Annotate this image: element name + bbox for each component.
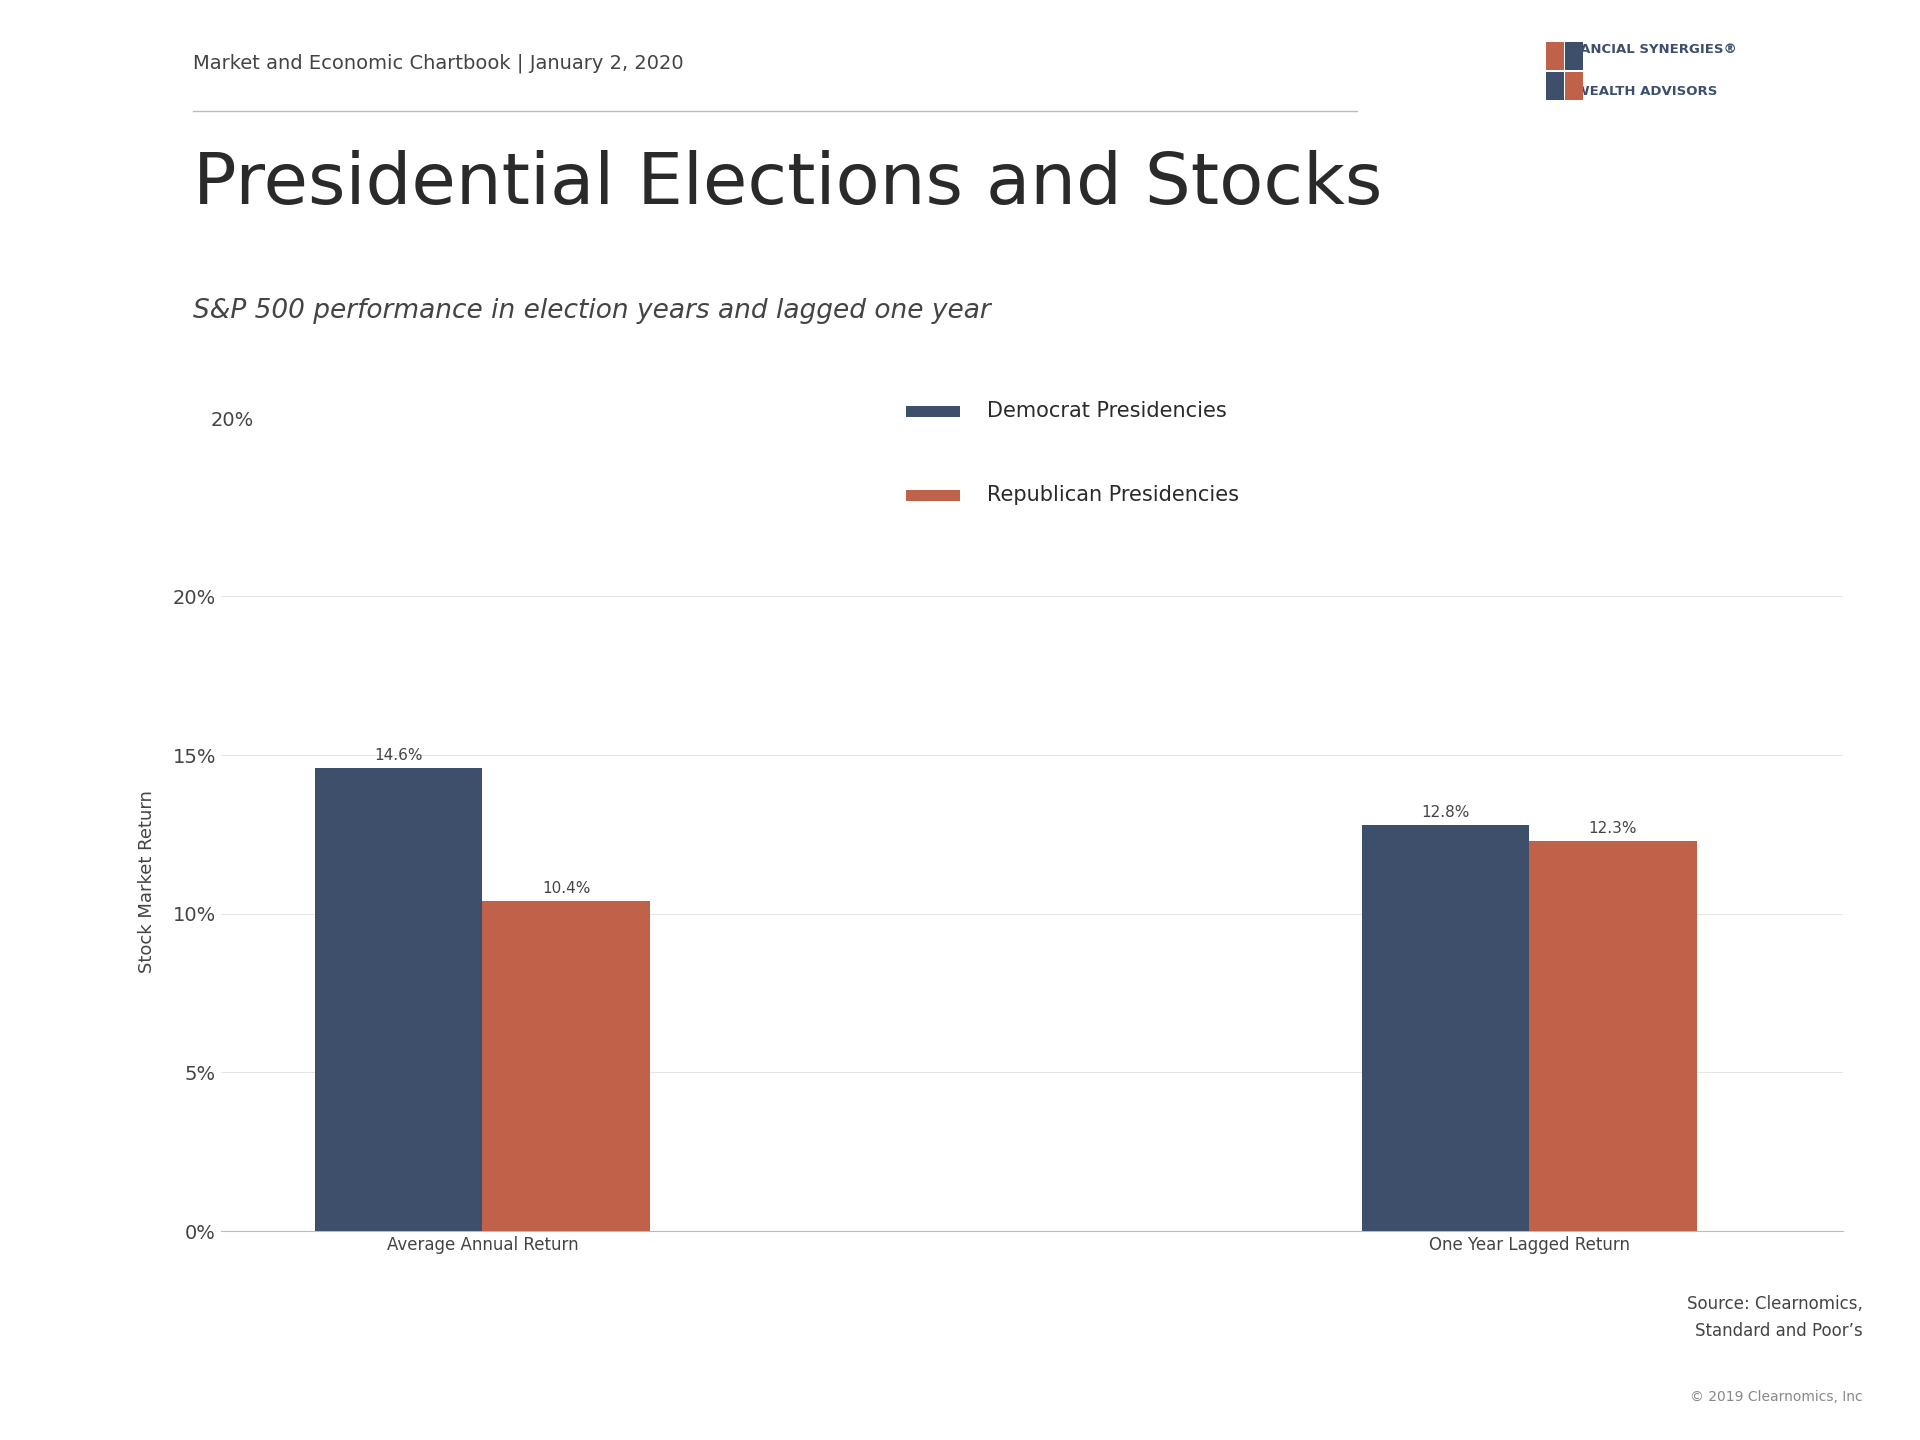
Bar xyxy=(906,406,960,416)
Bar xyxy=(1546,72,1565,101)
Text: U.S. Stock Market: U.S. Stock Market xyxy=(15,543,36,753)
Bar xyxy=(1528,841,1697,1231)
Text: 10.4%: 10.4% xyxy=(541,881,591,896)
Text: © 2019 Clearnomics, Inc: © 2019 Clearnomics, Inc xyxy=(1690,1390,1862,1404)
Text: Market and Economic Chartbook | January 2, 2020: Market and Economic Chartbook | January … xyxy=(192,53,684,73)
Bar xyxy=(1565,42,1584,71)
Bar xyxy=(1565,72,1584,101)
Text: 20%: 20% xyxy=(211,410,253,431)
Text: 12.8%: 12.8% xyxy=(1421,805,1469,821)
Text: FINANCIAL SYNERGIES®: FINANCIAL SYNERGIES® xyxy=(1555,43,1738,56)
Bar xyxy=(482,901,651,1231)
Y-axis label: Stock Market Return: Stock Market Return xyxy=(138,791,156,973)
Text: 12.3%: 12.3% xyxy=(1588,821,1638,837)
Bar xyxy=(906,490,960,501)
Bar xyxy=(1546,42,1565,71)
Bar xyxy=(1361,825,1528,1231)
Text: Democrat Presidencies: Democrat Presidencies xyxy=(987,402,1227,420)
Text: S&P 500 performance in election years and lagged one year: S&P 500 performance in election years an… xyxy=(192,298,991,324)
Text: WEALTH ADVISORS: WEALTH ADVISORS xyxy=(1574,85,1716,98)
Bar xyxy=(315,768,482,1231)
Text: Presidential Elections and Stocks: Presidential Elections and Stocks xyxy=(192,150,1382,219)
Text: 14.6%: 14.6% xyxy=(374,747,422,763)
Text: Source: Clearnomics,
Standard and Poor’s: Source: Clearnomics, Standard and Poor’s xyxy=(1686,1295,1862,1341)
Text: Republican Presidencies: Republican Presidencies xyxy=(987,485,1238,505)
